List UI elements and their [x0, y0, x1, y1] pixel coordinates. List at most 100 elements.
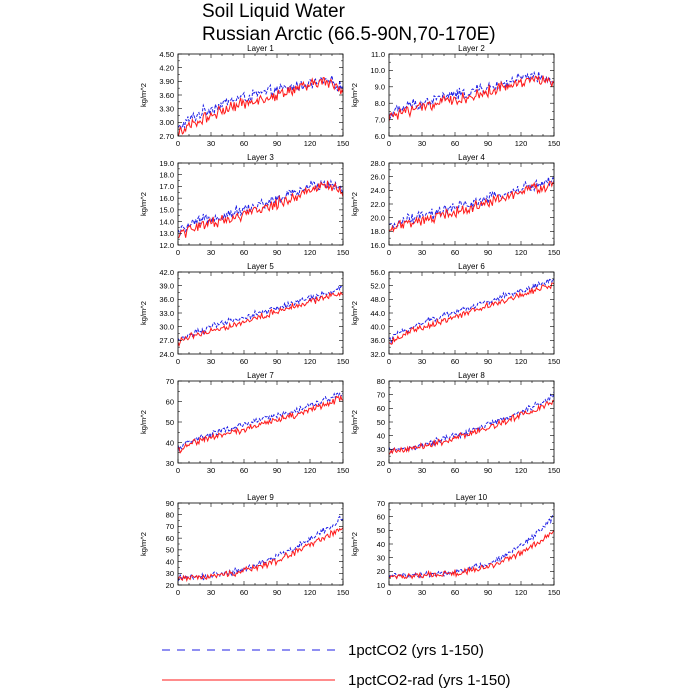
y-tick-label: 70: [166, 377, 174, 386]
panel-layer-10: Layer 10 kg/m^2 0 30 60 90 120 150 10 20 30 40 50 60 7…: [350, 493, 560, 597]
x-tick-label: 90: [273, 248, 281, 257]
figure-subtitle: Russian Arctic (66.5-90N,70-170E): [202, 24, 496, 45]
x-tick-label: 0: [176, 357, 180, 366]
y-tick-label: 30: [377, 445, 385, 454]
x-tick-label: 60: [240, 139, 248, 148]
y-tick-label: 8.0: [375, 99, 385, 108]
x-tick-label: 150: [548, 588, 561, 597]
x-tick-label: 150: [548, 248, 561, 257]
y-tick-label: 3.30: [159, 104, 174, 113]
y-tick-label: 27.0: [159, 336, 174, 345]
y-tick-label: 11.0: [371, 50, 385, 59]
x-tick-label: 150: [337, 357, 350, 366]
x-tick-label: 30: [207, 466, 215, 475]
x-tick-label: 30: [418, 139, 426, 148]
y-tick-label: 7.0: [375, 115, 385, 124]
x-tick-label: 120: [515, 466, 528, 475]
panel-layer-8: Layer 8 kg/m^2 0 30 60 90 120 150 20 30 40 50 60 70 80: [350, 371, 560, 475]
y-tick-label: 30: [166, 459, 174, 468]
y-tick-label: 60: [377, 512, 385, 521]
panel-title: Layer 8: [458, 371, 485, 380]
y-tick-label: 60: [166, 397, 174, 406]
x-tick-label: 90: [273, 357, 281, 366]
x-tick-label: 90: [484, 588, 492, 597]
y-tick-label: 80: [377, 377, 385, 386]
x-tick-label: 90: [273, 139, 281, 148]
y-tick-label: 48.0: [370, 295, 385, 304]
panel-title: Layer 1: [247, 44, 274, 53]
y-tick-label: 12.0: [159, 241, 174, 250]
x-tick-label: 60: [451, 248, 459, 257]
y-axis-label: kg/m^2: [139, 410, 148, 434]
y-axis-label: kg/m^2: [350, 301, 359, 325]
x-tick-label: 150: [337, 139, 350, 148]
panel-title: Layer 7: [247, 371, 274, 380]
y-axis-label: kg/m^2: [139, 532, 148, 556]
series-line-1pctCO2: [389, 277, 554, 345]
x-tick-label: 60: [240, 357, 248, 366]
plot-frame: [388, 53, 555, 137]
plot-frame: [177, 502, 344, 586]
y-tick-label: 9.0: [375, 83, 385, 92]
y-tick-label: 4.20: [159, 63, 174, 72]
y-tick-label: 20: [377, 459, 385, 468]
y-tick-label: 50: [377, 418, 385, 427]
y-tick-label: 52.0: [370, 281, 385, 290]
y-tick-label: 10.0: [370, 66, 385, 75]
x-tick-label: 150: [337, 466, 350, 475]
y-tick-label: 70: [377, 499, 385, 508]
x-tick-label: 0: [176, 248, 180, 257]
y-tick-label: 40: [166, 438, 174, 447]
y-tick-label: 14.0: [159, 217, 174, 226]
legend-label-1pctCO2: 1pctCO2 (yrs 1-150): [348, 642, 484, 659]
x-tick-label: 30: [418, 466, 426, 475]
y-tick-label: 3.00: [159, 118, 174, 127]
x-tick-label: 120: [304, 248, 317, 257]
x-tick-label: 0: [176, 466, 180, 475]
series-line-1pctCO2: [178, 75, 343, 129]
panel-title: Layer 6: [458, 262, 485, 271]
y-tick-label: 33.0: [159, 309, 174, 318]
x-tick-label: 60: [240, 466, 248, 475]
x-tick-label: 90: [484, 139, 492, 148]
y-tick-label: 30.0: [159, 322, 174, 331]
y-axis-label: kg/m^2: [139, 83, 148, 107]
y-tick-label: 39.0: [159, 281, 174, 290]
series-line-1pctCO2-rad: [389, 180, 554, 233]
x-tick-label: 90: [484, 248, 492, 257]
x-tick-label: 120: [304, 588, 317, 597]
series-line-1pctCO2-rad: [178, 394, 343, 454]
y-tick-label: 2.70: [159, 132, 174, 141]
plot-frame: [177, 271, 344, 355]
y-tick-label: 28.0: [370, 159, 385, 168]
x-tick-label: 120: [304, 139, 317, 148]
x-tick-label: 90: [484, 357, 492, 366]
y-tick-label: 6.0: [375, 132, 385, 141]
y-tick-label: 50: [166, 546, 174, 555]
y-tick-label: 16.0: [370, 241, 385, 250]
y-tick-label: 60: [377, 404, 385, 413]
panel-title: Layer 10: [456, 493, 488, 502]
y-tick-label: 17.0: [159, 182, 174, 191]
y-axis-label: kg/m^2: [350, 532, 359, 556]
x-tick-label: 120: [515, 139, 528, 148]
panel-layer-5: Layer 5 kg/m^2 0 30 60 90 120 150 24.0 27.0 30.0 33…: [139, 262, 349, 366]
x-tick-label: 30: [418, 588, 426, 597]
x-tick-label: 60: [451, 466, 459, 475]
y-tick-label: 36.0: [370, 336, 385, 345]
y-tick-label: 44.0: [370, 309, 385, 318]
panel-layer-1: Layer 1 kg/m^2 0 30 60 90 120 150 2.70 3.00 3.30 3.…: [139, 44, 349, 148]
x-tick-label: 0: [387, 357, 391, 366]
figure-title: Soil Liquid Water: [202, 1, 346, 22]
panel-layer-9: Layer 9 kg/m^2 0 30 60 90 120 150 20 30 40 50 60 70 80…: [139, 493, 349, 597]
plot-frame: [388, 271, 555, 355]
y-tick-label: 15.0: [159, 206, 174, 215]
y-tick-label: 10: [377, 581, 385, 590]
series-line-1pctCO2-rad: [178, 180, 343, 239]
x-tick-label: 150: [337, 588, 350, 597]
panel-layer-2: Layer 2 kg/m^2 0 30 60 90 120 150 6.0 7.0 8.0 9.0 10…: [350, 44, 560, 148]
series-line-1pctCO2-rad: [178, 291, 343, 348]
y-tick-label: 19.0: [159, 159, 174, 168]
x-tick-label: 60: [451, 588, 459, 597]
